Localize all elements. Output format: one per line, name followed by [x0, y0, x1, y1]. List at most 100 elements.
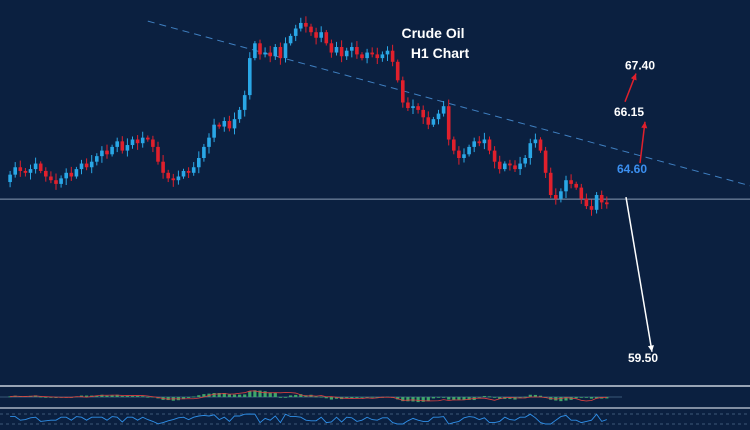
candle-body	[120, 141, 125, 151]
candle	[304, 16, 308, 33]
oscillator-bar	[105, 395, 109, 397]
candle	[151, 135, 155, 153]
oscillator-bar	[238, 394, 242, 397]
oscillator-bar	[222, 393, 226, 397]
candle-body	[293, 28, 298, 36]
candle-body	[457, 150, 461, 158]
candle-body	[8, 174, 12, 183]
oscillator-bar	[319, 396, 323, 398]
candle	[146, 135, 150, 142]
oscillator-bar	[416, 397, 420, 403]
candle	[288, 33, 293, 46]
candle-body	[508, 163, 512, 166]
price-pane	[0, 16, 750, 216]
candle	[406, 97, 410, 112]
candle	[212, 118, 216, 143]
candle-body	[533, 139, 538, 144]
candle	[579, 183, 584, 204]
candle-body	[115, 141, 119, 147]
candle-body	[462, 154, 466, 158]
oscillator-bar	[110, 395, 114, 397]
candle	[452, 136, 456, 155]
oscillator-bar	[462, 397, 466, 401]
candle-body	[482, 139, 487, 144]
price-level-label: 67.40	[625, 59, 655, 73]
oscillator-bar	[579, 397, 583, 398]
candle	[268, 45, 272, 63]
candle-body	[360, 54, 364, 59]
candle	[503, 161, 507, 172]
candle-body	[283, 43, 288, 59]
candle	[599, 190, 604, 210]
candle-body	[574, 183, 578, 188]
oscillator-bar	[564, 397, 568, 401]
candle-body	[406, 102, 410, 109]
candle-body	[492, 150, 497, 162]
candle	[339, 40, 344, 63]
candle	[171, 173, 176, 187]
candle	[477, 136, 482, 147]
candle-body	[344, 50, 349, 57]
oscillator-bar	[187, 397, 191, 398]
candle-body	[599, 195, 604, 203]
price-level-label: 66.15	[614, 105, 644, 119]
candle-body	[13, 167, 17, 175]
candle	[518, 156, 522, 176]
candle-body	[579, 187, 584, 199]
candle-body	[375, 54, 380, 59]
candle-body	[431, 119, 436, 125]
candle	[100, 146, 104, 163]
candle-body	[23, 170, 28, 173]
oscillator-bar	[406, 397, 410, 402]
candle-body	[146, 137, 150, 140]
candle	[54, 173, 58, 190]
candle-body	[299, 22, 303, 29]
candle	[110, 144, 114, 157]
price-level-label: 59.50	[628, 351, 658, 365]
candle	[528, 138, 533, 165]
candle	[564, 175, 568, 198]
candle	[513, 160, 517, 173]
candle	[49, 171, 53, 184]
candle-body	[564, 180, 568, 192]
oscillator-bar	[334, 397, 339, 399]
candle-body	[584, 198, 589, 207]
candle-body	[278, 47, 283, 59]
candle	[13, 162, 17, 178]
candle-body	[503, 163, 507, 170]
candle	[401, 76, 405, 108]
oscillator-bar	[482, 396, 486, 397]
chart-subtitle: H1 Chart	[411, 45, 470, 61]
oscillator-bar	[436, 397, 441, 398]
candle	[79, 159, 84, 175]
oscillator-bar	[528, 394, 532, 397]
candle	[365, 48, 369, 64]
candle-body	[161, 161, 165, 173]
oscillator-bar	[589, 397, 594, 399]
candle-body	[288, 35, 293, 44]
candle-body	[28, 169, 33, 173]
candle	[44, 167, 48, 182]
candle	[605, 196, 609, 209]
candle-body	[304, 22, 308, 27]
candle-body	[79, 163, 84, 170]
candle	[207, 133, 211, 154]
candle	[202, 143, 206, 162]
oscillator-bar	[345, 397, 349, 399]
candle	[548, 167, 553, 198]
candle-body	[309, 26, 313, 33]
down-arrow	[625, 196, 654, 352]
candle-body	[355, 47, 359, 55]
candle	[283, 37, 288, 63]
candle-body	[130, 139, 135, 146]
oscillator-bar	[258, 390, 262, 397]
candle	[191, 162, 196, 176]
candle	[385, 46, 390, 62]
candle-body	[95, 156, 99, 162]
candle	[319, 26, 323, 43]
oscillator-bar	[202, 394, 206, 397]
candle-body	[324, 32, 329, 44]
candle-body	[411, 106, 415, 109]
candle-body	[329, 43, 334, 53]
